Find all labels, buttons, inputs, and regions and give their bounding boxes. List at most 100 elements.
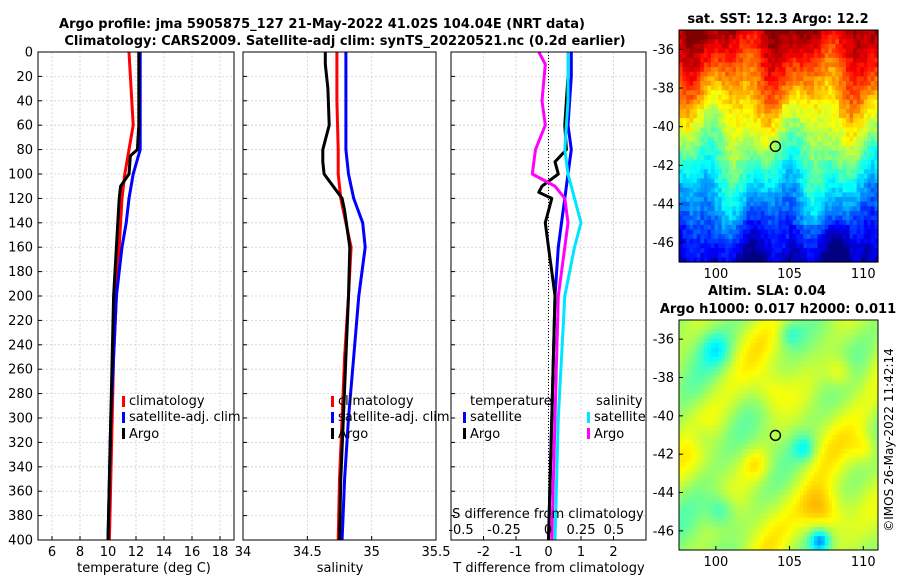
map-cell bbox=[856, 416, 861, 422]
map-cell bbox=[696, 462, 701, 468]
map-cell bbox=[856, 113, 861, 119]
map-cell bbox=[721, 48, 726, 54]
map-cell bbox=[824, 220, 829, 226]
map-cell bbox=[714, 361, 719, 367]
map-cell bbox=[686, 453, 691, 459]
map-cell bbox=[750, 81, 755, 87]
map-cell bbox=[732, 76, 737, 82]
map-cell bbox=[725, 439, 730, 445]
map-cell bbox=[838, 150, 844, 156]
map-cell bbox=[732, 338, 737, 344]
map-cell bbox=[686, 113, 691, 119]
map-cell bbox=[849, 324, 854, 330]
map-cell bbox=[842, 248, 847, 254]
map-cell bbox=[778, 81, 783, 87]
map-cell bbox=[725, 224, 730, 231]
map-cell bbox=[782, 370, 787, 376]
map-cell bbox=[746, 85, 751, 91]
map-cell bbox=[789, 150, 794, 156]
map-cell bbox=[842, 169, 847, 175]
map-cell bbox=[732, 393, 737, 399]
map-cell bbox=[806, 173, 812, 180]
map-cell bbox=[874, 206, 879, 212]
map-cell bbox=[760, 234, 765, 240]
map-cell bbox=[714, 164, 719, 170]
map-cell bbox=[810, 407, 815, 413]
map-cell bbox=[849, 85, 854, 91]
map-cell bbox=[721, 425, 726, 431]
map-cell bbox=[856, 333, 861, 339]
map-cell bbox=[796, 448, 801, 454]
map-cell bbox=[714, 146, 719, 152]
map-cell bbox=[838, 62, 844, 68]
map-cell bbox=[771, 252, 776, 258]
map-cell bbox=[682, 71, 687, 77]
map-cell bbox=[767, 173, 772, 180]
map-cell bbox=[806, 458, 812, 464]
map-cell bbox=[853, 467, 858, 473]
map-cell bbox=[806, 187, 812, 193]
map-cell bbox=[874, 210, 879, 217]
map-cell bbox=[721, 252, 726, 258]
map-cell bbox=[767, 57, 772, 64]
map-cell bbox=[739, 467, 744, 473]
map-cell bbox=[821, 238, 826, 245]
map-cell bbox=[806, 127, 812, 133]
map-cell bbox=[739, 206, 744, 212]
map-cell bbox=[682, 448, 687, 454]
map-cell bbox=[785, 127, 790, 133]
map-cell bbox=[828, 206, 833, 212]
map-cell bbox=[774, 104, 780, 110]
map-cell bbox=[863, 215, 868, 221]
map-cell bbox=[814, 439, 819, 445]
map-cell bbox=[849, 352, 854, 358]
map-cell bbox=[689, 439, 694, 445]
map-cell bbox=[849, 57, 854, 64]
map-cell bbox=[828, 347, 833, 353]
map-cell bbox=[760, 141, 765, 147]
map-cell bbox=[771, 243, 776, 249]
map-cell bbox=[703, 389, 709, 395]
map-cell bbox=[806, 141, 812, 147]
map-cell bbox=[814, 425, 819, 431]
map-cell bbox=[867, 471, 872, 477]
map-cell bbox=[686, 94, 691, 101]
map-cell bbox=[824, 81, 829, 87]
map-cell bbox=[853, 206, 858, 212]
map-cell bbox=[846, 43, 851, 50]
map-cell bbox=[782, 53, 787, 59]
map-cell bbox=[782, 197, 787, 203]
y-tick-label: 0 bbox=[25, 46, 33, 61]
map-cell bbox=[767, 229, 772, 235]
map-cell bbox=[803, 192, 808, 198]
map-cell bbox=[750, 333, 755, 339]
map-cell bbox=[771, 366, 776, 372]
map-cell bbox=[846, 402, 851, 408]
map-cell bbox=[806, 398, 812, 404]
map-cell bbox=[746, 425, 751, 431]
map-cell bbox=[856, 384, 861, 390]
map-cell bbox=[849, 99, 854, 105]
map-cell bbox=[753, 108, 758, 115]
map-cell bbox=[831, 471, 836, 477]
map-cell bbox=[767, 215, 772, 221]
map-cell bbox=[710, 324, 716, 330]
map-cell bbox=[828, 384, 833, 390]
map-cell bbox=[778, 370, 783, 376]
map-cell bbox=[782, 384, 787, 390]
map-cell bbox=[700, 375, 705, 381]
map-cell bbox=[835, 90, 840, 96]
map-cell bbox=[714, 402, 719, 408]
map-cell bbox=[686, 187, 691, 193]
map-cell bbox=[760, 183, 765, 189]
map-cell bbox=[874, 238, 879, 245]
map-cell bbox=[764, 132, 769, 138]
map-cell bbox=[803, 178, 808, 184]
map-cell bbox=[856, 453, 861, 459]
map-cell bbox=[856, 71, 861, 77]
map-cell bbox=[856, 201, 861, 207]
map-cell bbox=[696, 169, 701, 175]
map-cell bbox=[821, 347, 826, 353]
map-cell bbox=[693, 76, 698, 82]
map-cell bbox=[778, 108, 783, 115]
